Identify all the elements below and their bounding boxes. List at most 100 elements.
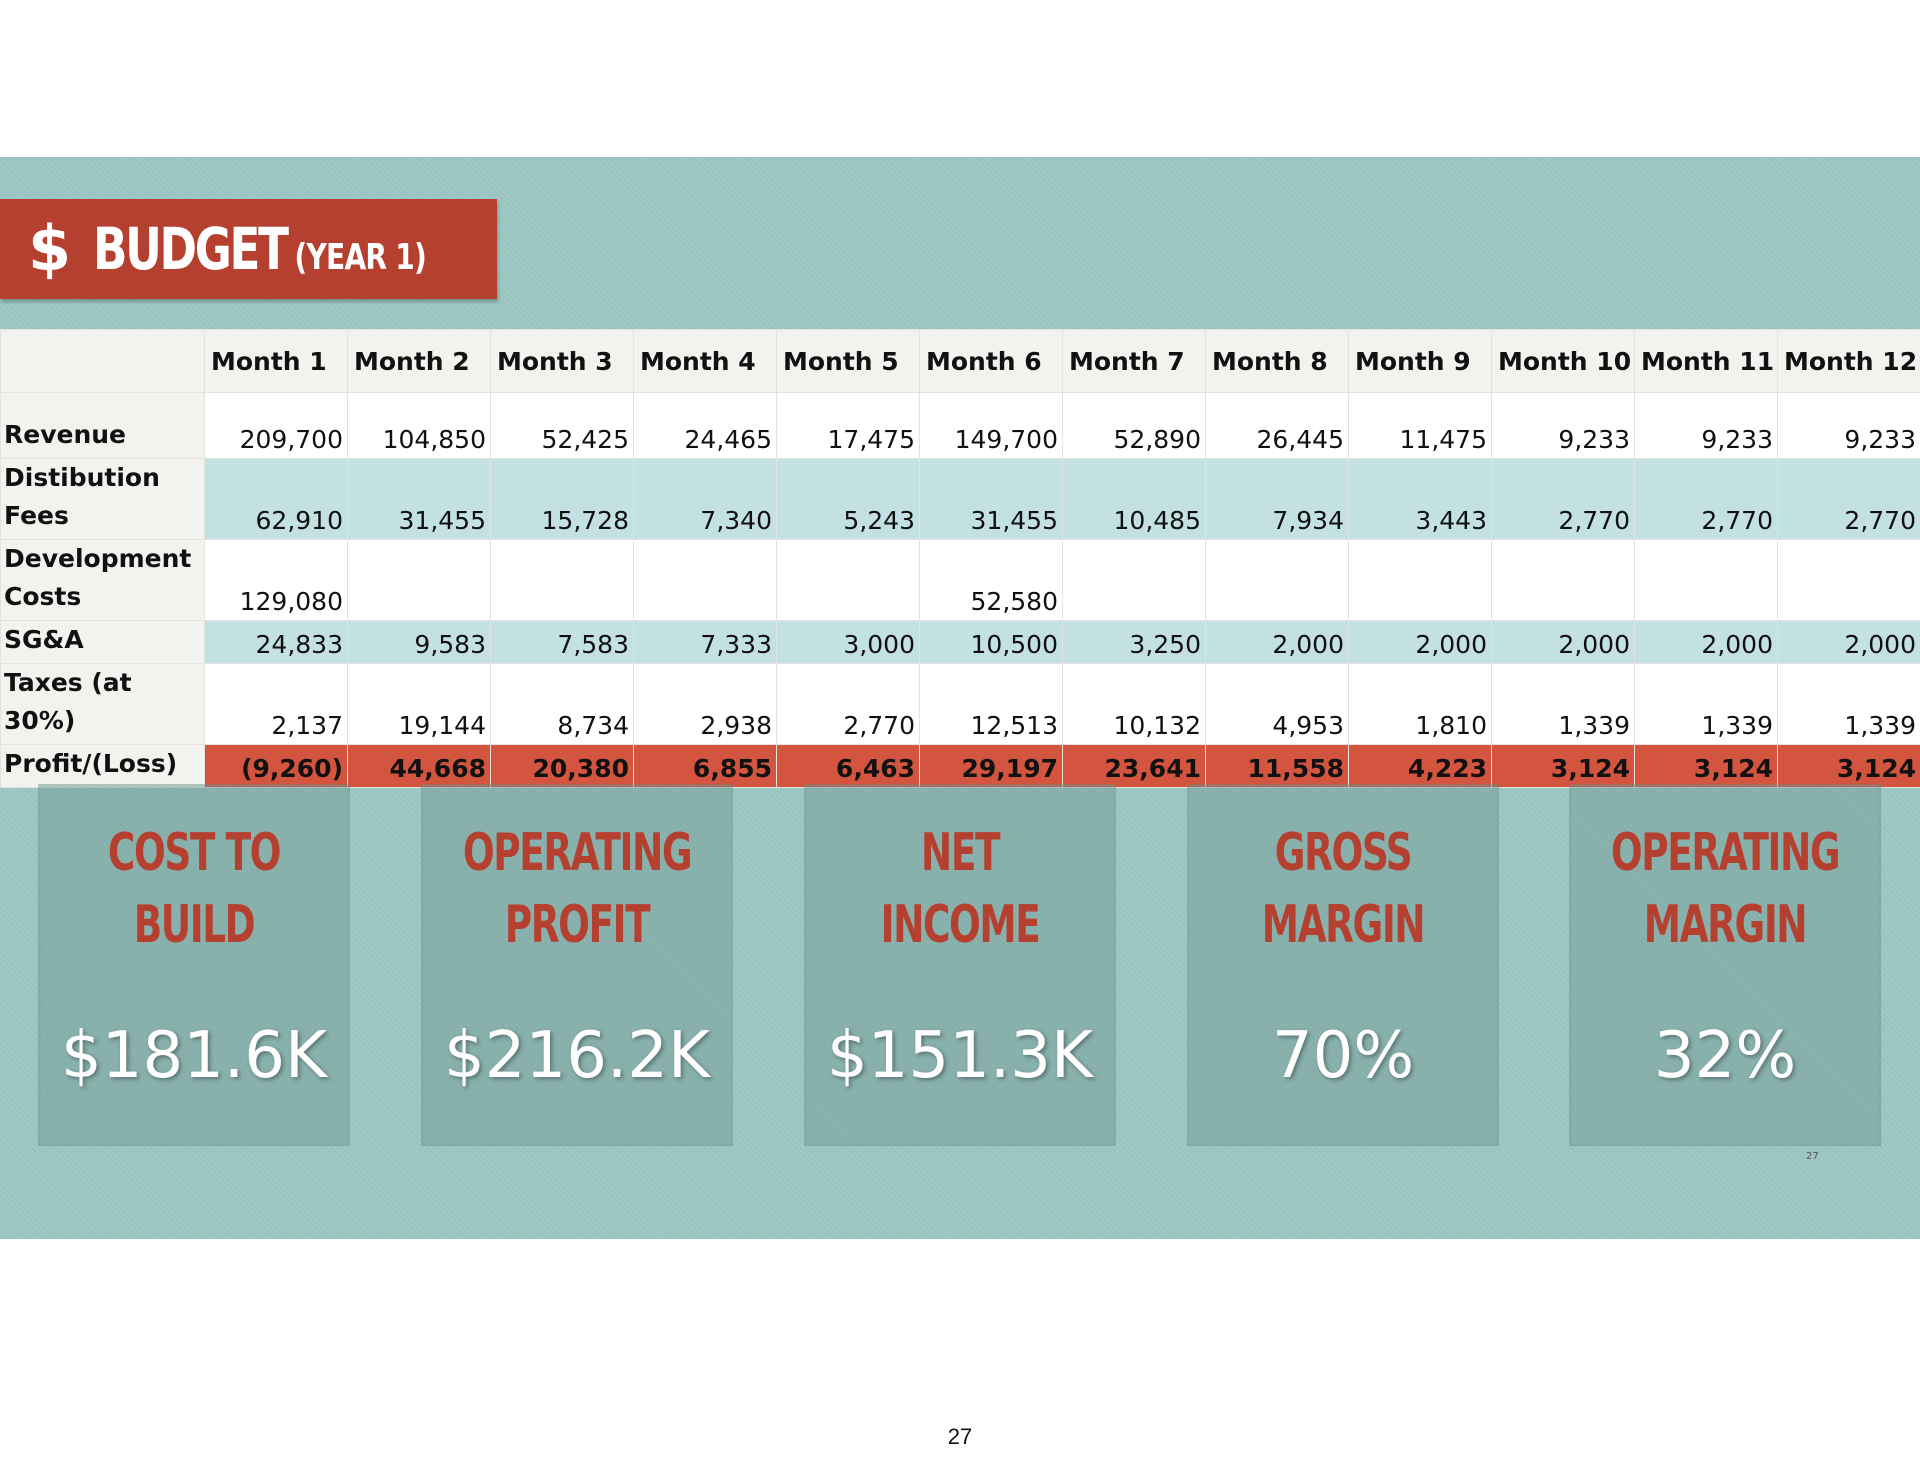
table-cell: 149,700 [919,392,1063,459]
table-header-row: Month 1 Month 2 Month 3 Month 4 Month 5 … [0,329,1920,393]
table-cell: 2,000 [1205,620,1349,664]
column-header: Month 6 [919,329,1063,393]
metric-label: NET INCOME [880,823,1041,955]
slide-number-small: 27 [1806,1151,1819,1162]
metric-label: OPERATING PROFIT [462,823,693,955]
budget-table: Month 1 Month 2 Month 3 Month 4 Month 5 … [0,329,1920,788]
table-cell: 15,728 [490,458,634,540]
table-cell: 2,770 [776,663,920,745]
table-cell [776,539,920,621]
column-header: Month 7 [1062,329,1206,393]
row-label: Taxes (at 30%) [0,663,205,745]
table-cell [347,539,491,621]
column-header: Month 10 [1491,329,1635,393]
metric-label: OPERATING MARGIN [1610,823,1841,955]
metric-value: $181.6K [61,1019,327,1093]
table-cell: 1,810 [1348,663,1492,745]
metric-value: 70% [1271,1019,1415,1093]
banner-title: BUDGET (YEAR 1) [93,215,427,283]
table-cell: 31,455 [919,458,1063,540]
table-cell: 3,000 [776,620,920,664]
table-cell: 3,250 [1062,620,1206,664]
table-cell: 10,500 [919,620,1063,664]
metric-value: $216.2K [444,1019,710,1093]
table-cell: 9,233 [1634,392,1778,459]
table-cell: 2,137 [204,663,348,745]
column-header: Month 12 [1777,329,1920,393]
table-cell: 9,233 [1777,392,1920,459]
table-cell: 8,734 [490,663,634,745]
slide: $ BUDGET (YEAR 1) Month 1 Month 2 Month 3… [0,157,1920,1239]
row-label: Revenue [0,392,205,459]
table-cell: 7,934 [1205,458,1349,540]
table-cell [633,539,777,621]
banner-subtitle: (YEAR 1) [294,237,427,278]
row-label: Development Costs [0,539,205,621]
metric-value: 32% [1653,1019,1797,1093]
table-cell: 3,124 [1777,744,1920,788]
table-row: Profit/(Loss) (9,260) 44,668 20,380 6,855 6,4… [0,744,1920,788]
table-cell: 4,223 [1348,744,1492,788]
table-row: Distibution Fees 62,910 31,455 15,728 7,340 5… [0,458,1920,540]
table-cell: 44,668 [347,744,491,788]
metric-value: $151.3K [827,1019,1093,1093]
table-cell [1062,539,1206,621]
column-header: Month 4 [633,329,777,393]
table-cell [1491,539,1635,621]
table-cell: 104,850 [347,392,491,459]
table-cell: 11,558 [1205,744,1349,788]
table-cell: 2,770 [1491,458,1635,540]
table-cell: 17,475 [776,392,920,459]
table-cell: 209,700 [204,392,348,459]
table-cell: 26,445 [1205,392,1349,459]
metric-card-operating-margin: OPERATING MARGIN 32% [1569,784,1881,1146]
table-cell: 3,124 [1491,744,1635,788]
table-cell: 129,080 [204,539,348,621]
table-cell: 62,910 [204,458,348,540]
banner-title-main: BUDGET [93,215,289,283]
metric-cards: COST TO BUILD $181.6K OPERATING PROFIT $… [0,784,1920,1146]
table-cell: 7,340 [633,458,777,540]
metric-label: GROSS MARGIN [1261,823,1426,955]
table-row: Taxes (at 30%) 2,137 19,144 8,734 2,938 2,770… [0,663,1920,745]
table-cell: 9,583 [347,620,491,664]
table-cell: 29,197 [919,744,1063,788]
table-cell: 23,641 [1062,744,1206,788]
table-cell [1634,539,1778,621]
column-header: Month 8 [1205,329,1349,393]
table-cell: 5,243 [776,458,920,540]
row-label: Profit/(Loss) [0,744,205,788]
table-cell [1348,539,1492,621]
table-cell: 52,890 [1062,392,1206,459]
table-row: SG&A 24,833 9,583 7,583 7,333 3,000 10,500 3,25… [0,620,1920,664]
table-cell: 6,463 [776,744,920,788]
table-row: Revenue 209,700 104,850 52,425 24,465 17,475 1… [0,392,1920,459]
table-cell: (9,260) [204,744,348,788]
table-cell: 2,000 [1777,620,1920,664]
table-cell: 31,455 [347,458,491,540]
column-header: Month 9 [1348,329,1492,393]
metric-card-net-income: NET INCOME $151.3K [804,784,1116,1146]
table-cell: 1,339 [1634,663,1778,745]
table-cell: 2,770 [1777,458,1920,540]
metric-card-gross-margin: GROSS MARGIN 70% [1187,784,1499,1146]
metric-card-cost-to-build: COST TO BUILD $181.6K [38,784,350,1146]
table-cell [1777,539,1920,621]
table-cell: 2,770 [1634,458,1778,540]
metric-label: COST TO BUILD [107,823,282,955]
column-header: Month 5 [776,329,920,393]
table-cell: 12,513 [919,663,1063,745]
column-header: Month 3 [490,329,634,393]
table-cell: 2,000 [1491,620,1635,664]
row-label: SG&A [0,620,205,664]
table-cell: 20,380 [490,744,634,788]
table-cell: 2,000 [1348,620,1492,664]
budget-banner: $ BUDGET (YEAR 1) [0,199,497,299]
table-cell: 7,583 [490,620,634,664]
table-cell: 9,233 [1491,392,1635,459]
table-cell: 52,580 [919,539,1063,621]
metric-card-operating-profit: OPERATING PROFIT $216.2K [421,784,733,1146]
table-cell: 24,465 [633,392,777,459]
column-header: Month 2 [347,329,491,393]
table-cell: 7,333 [633,620,777,664]
